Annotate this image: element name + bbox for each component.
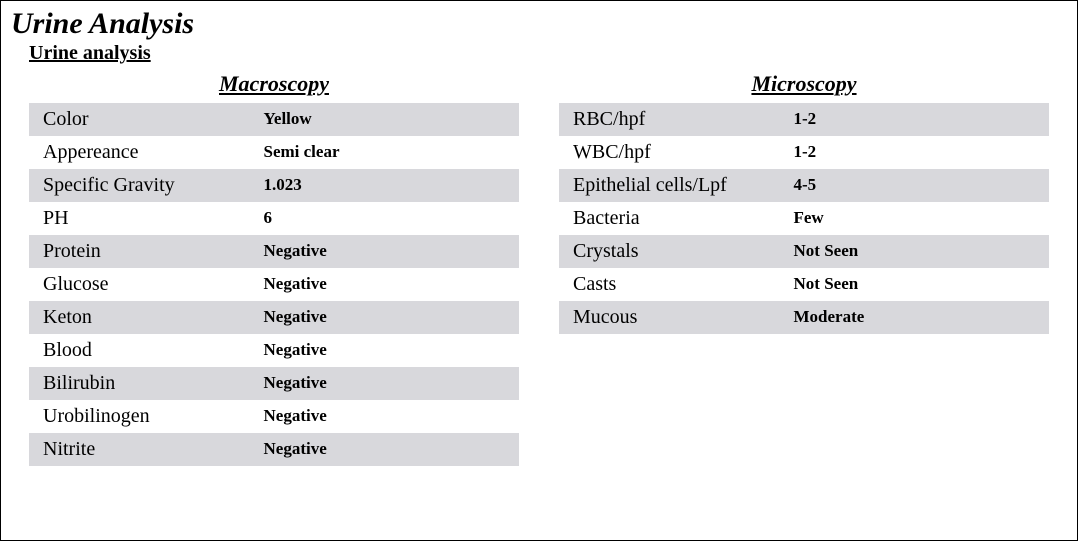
report-title: Urine Analysis xyxy=(11,7,1067,40)
row-label: Urobilinogen xyxy=(29,400,250,433)
table-row: MucousModerate xyxy=(559,301,1049,334)
row-value: Negative xyxy=(250,433,520,466)
row-value: 1-2 xyxy=(780,136,1050,169)
table-row: PH6 xyxy=(29,202,519,235)
report-subtitle: Urine analysis xyxy=(29,42,1067,65)
table-row: CrystalsNot Seen xyxy=(559,235,1049,268)
table-row: BacteriaFew xyxy=(559,202,1049,235)
row-value: Not Seen xyxy=(780,235,1050,268)
row-value: Negative xyxy=(250,235,520,268)
row-label: Crystals xyxy=(559,235,780,268)
row-value: 6 xyxy=(250,202,520,235)
row-value: 1.023 xyxy=(250,169,520,202)
row-label: Glucose xyxy=(29,268,250,301)
row-label: RBC/hpf xyxy=(559,103,780,136)
macroscopy-table: ColorYellow AppereanceSemi clear Specifi… xyxy=(29,103,519,466)
row-label: Color xyxy=(29,103,250,136)
columns-wrapper: Macroscopy ColorYellow AppereanceSemi cl… xyxy=(11,71,1067,466)
table-row: WBC/hpf1-2 xyxy=(559,136,1049,169)
table-row: RBC/hpf1-2 xyxy=(559,103,1049,136)
row-value: Negative xyxy=(250,334,520,367)
row-value: Negative xyxy=(250,400,520,433)
table-row: CastsNot Seen xyxy=(559,268,1049,301)
row-label: Keton xyxy=(29,301,250,334)
microscopy-header: Microscopy xyxy=(559,71,1049,97)
table-row: BloodNegative xyxy=(29,334,519,367)
row-label: Epithelial cells/Lpf xyxy=(559,169,780,202)
table-row: BilirubinNegative xyxy=(29,367,519,400)
row-label: Mucous xyxy=(559,301,780,334)
table-row: UrobilinogenNegative xyxy=(29,400,519,433)
row-value: Few xyxy=(780,202,1050,235)
row-value: Yellow xyxy=(250,103,520,136)
table-row: AppereanceSemi clear xyxy=(29,136,519,169)
row-label: Casts xyxy=(559,268,780,301)
microscopy-table: RBC/hpf1-2 WBC/hpf1-2 Epithelial cells/L… xyxy=(559,103,1049,334)
table-row: ColorYellow xyxy=(29,103,519,136)
table-row: Epithelial cells/Lpf4-5 xyxy=(559,169,1049,202)
macroscopy-column: Macroscopy ColorYellow AppereanceSemi cl… xyxy=(29,71,519,466)
row-label: Protein xyxy=(29,235,250,268)
report-page: Urine Analysis Urine analysis Macroscopy… xyxy=(0,0,1078,541)
macroscopy-tbody: ColorYellow AppereanceSemi clear Specifi… xyxy=(29,103,519,466)
microscopy-column: Microscopy RBC/hpf1-2 WBC/hpf1-2 Epithel… xyxy=(559,71,1049,466)
row-value: 1-2 xyxy=(780,103,1050,136)
microscopy-tbody: RBC/hpf1-2 WBC/hpf1-2 Epithelial cells/L… xyxy=(559,103,1049,334)
row-label: Specific Gravity xyxy=(29,169,250,202)
table-row: ProteinNegative xyxy=(29,235,519,268)
row-label: Nitrite xyxy=(29,433,250,466)
row-value: Moderate xyxy=(780,301,1050,334)
table-row: GlucoseNegative xyxy=(29,268,519,301)
row-value: Negative xyxy=(250,301,520,334)
row-label: Blood xyxy=(29,334,250,367)
row-value: Negative xyxy=(250,367,520,400)
row-label: PH xyxy=(29,202,250,235)
row-value: Not Seen xyxy=(780,268,1050,301)
row-label: Bacteria xyxy=(559,202,780,235)
row-value: Negative xyxy=(250,268,520,301)
table-row: KetonNegative xyxy=(29,301,519,334)
row-label: Appereance xyxy=(29,136,250,169)
table-row: Specific Gravity1.023 xyxy=(29,169,519,202)
row-label: Bilirubin xyxy=(29,367,250,400)
macroscopy-header: Macroscopy xyxy=(29,71,519,97)
row-value: Semi clear xyxy=(250,136,520,169)
row-label: WBC/hpf xyxy=(559,136,780,169)
row-value: 4-5 xyxy=(780,169,1050,202)
table-row: NitriteNegative xyxy=(29,433,519,466)
